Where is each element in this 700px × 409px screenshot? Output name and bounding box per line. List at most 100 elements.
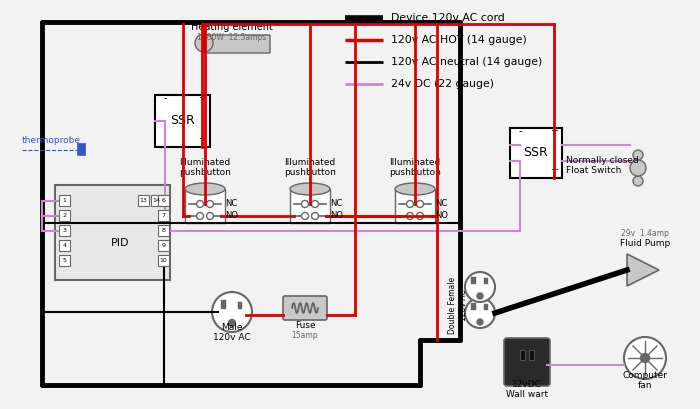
Bar [484,278,488,284]
Circle shape [465,272,495,302]
Bar [59,225,70,236]
Circle shape [197,200,204,207]
Bar [59,210,70,221]
Circle shape [197,213,204,220]
Bar [158,240,169,251]
Text: +: + [198,93,206,103]
Text: 120v AC HOT (14 gauge): 120v AC HOT (14 gauge) [391,35,526,45]
Polygon shape [627,254,659,286]
Circle shape [206,200,214,207]
Circle shape [416,213,424,220]
Text: Fluid Pump: Fluid Pump [620,239,670,248]
Bar [529,350,534,360]
Text: -: - [163,93,167,103]
Text: +: + [198,134,206,144]
Text: 12vDC
Wall wart: 12vDC Wall wart [506,380,548,399]
Text: 13: 13 [139,198,148,203]
FancyBboxPatch shape [283,296,327,320]
Text: 14: 14 [153,198,160,203]
Bar [484,304,488,310]
Text: 5: 5 [62,258,66,263]
Text: NC: NC [225,200,237,209]
Text: Illuminated
pushbutton: Illuminated pushbutton [179,157,231,177]
Bar [520,350,525,360]
Text: SSR: SSR [170,115,195,128]
Text: Device 120v AC cord: Device 120v AC cord [391,13,505,23]
Text: 3: 3 [62,228,66,233]
Text: 4: 4 [62,243,66,248]
Text: Illuminated
pushbutton: Illuminated pushbutton [389,157,441,177]
Bar [158,210,169,221]
Circle shape [633,176,643,186]
Bar [59,240,70,251]
Circle shape [195,34,213,52]
Text: Fuse: Fuse [295,321,315,330]
Text: 1500W  12.5amps: 1500W 12.5amps [197,33,267,42]
Text: thermoprobe: thermoprobe [22,136,81,145]
Text: NO: NO [435,211,448,220]
Circle shape [640,353,650,362]
Bar [158,225,169,236]
Bar [138,195,149,206]
Bar [55,185,170,280]
Text: 10: 10 [160,258,167,263]
Circle shape [477,319,483,325]
Bar [185,189,225,223]
Circle shape [477,293,483,299]
Text: Normally closed
Float Switch: Normally closed Float Switch [566,155,638,175]
Ellipse shape [395,183,435,195]
Bar [471,303,476,310]
Text: 9: 9 [162,243,165,248]
Text: 15amp: 15amp [292,331,318,340]
Text: 120v AC neutral (14 gauge): 120v AC neutral (14 gauge) [391,57,542,67]
Bar [221,300,226,309]
Bar [238,302,242,309]
Circle shape [416,200,424,207]
Text: Illuminated
pushbutton: Illuminated pushbutton [284,157,336,177]
Bar [158,195,169,206]
FancyBboxPatch shape [504,338,550,386]
Text: PID: PID [111,238,130,247]
Circle shape [312,213,318,220]
FancyBboxPatch shape [203,35,270,53]
Bar [155,95,210,147]
Bar [77,143,85,155]
Circle shape [302,213,309,220]
Bar [290,189,330,223]
Bar [59,255,70,266]
Bar [395,189,435,223]
Text: NO: NO [330,211,343,220]
Text: Male
120v AC: Male 120v AC [214,323,251,342]
Ellipse shape [290,183,330,195]
Circle shape [633,150,643,160]
Text: NC: NC [330,200,342,209]
Text: 6: 6 [162,198,165,203]
Text: Heating element: Heating element [191,22,273,32]
Bar [158,255,169,266]
Text: +: + [550,126,558,136]
Text: SSR: SSR [524,146,548,160]
Circle shape [630,160,646,176]
Text: 7: 7 [162,213,165,218]
Text: Computer
fan: Computer fan [622,371,668,390]
Circle shape [465,298,495,328]
Text: 8: 8 [162,228,165,233]
Bar [59,195,70,206]
Circle shape [312,200,318,207]
Ellipse shape [185,183,225,195]
Circle shape [624,337,666,379]
Text: 29v  1.4amp: 29v 1.4amp [621,229,669,238]
Text: NO: NO [225,211,238,220]
Bar [510,128,562,178]
Circle shape [206,213,214,220]
Circle shape [212,292,252,332]
Circle shape [228,319,235,326]
Text: -: - [518,126,522,136]
Text: 2: 2 [62,213,66,218]
Bar [151,195,162,206]
Circle shape [302,200,309,207]
Text: NC: NC [435,200,447,209]
Text: 1: 1 [62,198,66,203]
Text: +: + [550,165,558,175]
Text: 24v DC (22 gauge): 24v DC (22 gauge) [391,79,494,89]
